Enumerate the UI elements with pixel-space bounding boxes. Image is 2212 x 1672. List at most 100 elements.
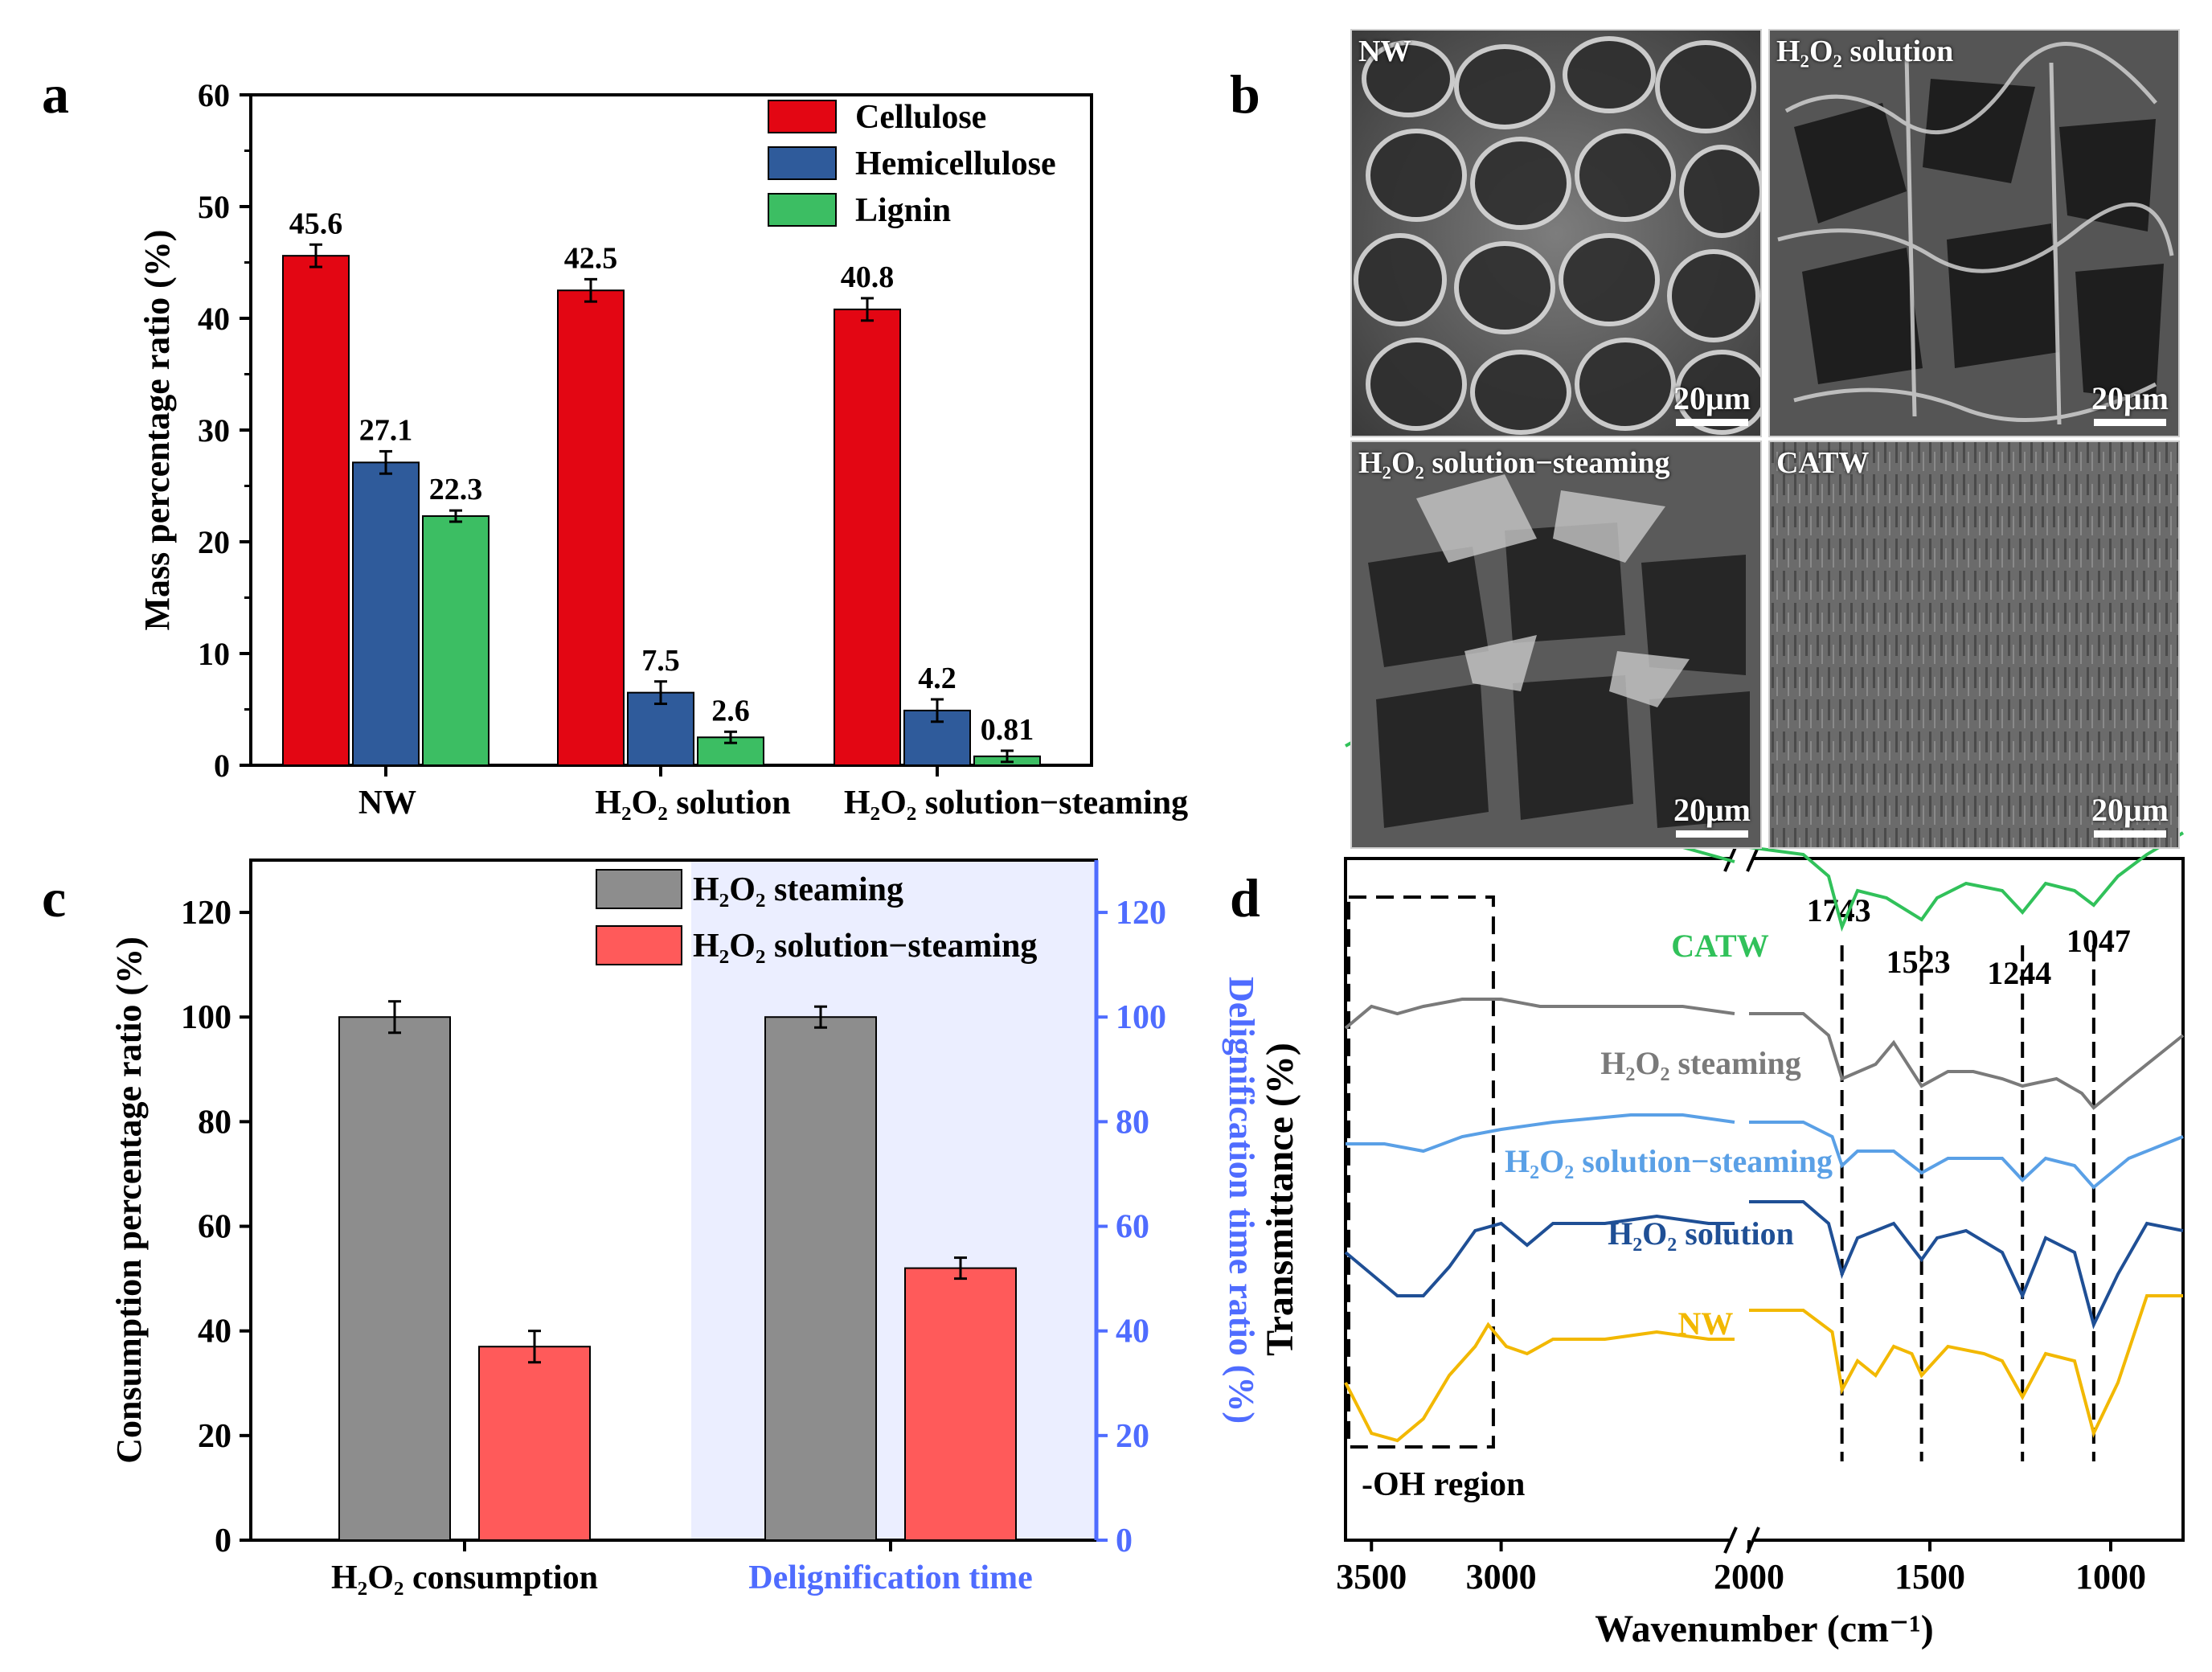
y-right-tick-label: 100 — [1116, 999, 1166, 1036]
oh-region-box — [1347, 895, 1495, 1449]
spectrum-h-o-solution-right — [1749, 1200, 2184, 1330]
x-tick-label-0: H₂O₂ consumption — [331, 1559, 598, 1596]
data-label-hemicellulose-1: 7.5 — [641, 644, 680, 678]
sem-label: CATW — [1776, 446, 1870, 480]
oh-region-label: -OH region — [1362, 1466, 1525, 1503]
data-label-lignin-1: 2.6 — [711, 694, 750, 727]
y-tick-label: 120 — [181, 895, 231, 932]
chart-c: 0 0 20 20 40 40 60 60 80 80 100 100 120 120 Consumptio… — [109, 859, 1261, 1596]
scale-bar-label: 20μm — [2091, 792, 2169, 828]
x-axis-title: Wavenumber (cm⁻¹) — [1595, 1608, 1933, 1650]
x-tick-label-0: NW — [358, 785, 416, 822]
y-right-tick-label: 20 — [1116, 1418, 1149, 1455]
axis-break-mark — [1746, 845, 1760, 872]
axis-break-mark — [1723, 1527, 1738, 1554]
legend-swatch-h-o-solution-steaming — [596, 925, 682, 965]
chart-d: 3500 3000 2000 1500 1000 Wavenumber (cm⁻¹) Tra… — [1259, 722, 2185, 1650]
x-tick-label: 3500 — [1336, 1557, 1407, 1596]
y-right-tick-label: 80 — [1116, 1104, 1149, 1141]
peak-label-1047: 1047 — [2067, 923, 2131, 959]
scale-bar-label: 20μm — [1673, 380, 1751, 416]
y-tick-label: 40 — [198, 1313, 231, 1350]
sem-label: H₂O₂ solution — [1776, 35, 1954, 68]
panel-letter-a: a — [42, 64, 69, 125]
spectrum-label-h-o-steaming: H₂O₂ steaming — [1600, 1045, 1801, 1081]
y-right-axis-title: Delignification time ratio (%) — [1222, 977, 1261, 1424]
x-tick-label: 1000 — [2075, 1557, 2146, 1596]
y-tick-label: 50 — [198, 189, 230, 225]
sem-label: H₂O₂ solution−steaming — [1358, 446, 1670, 480]
scale-bar-line — [2094, 830, 2166, 838]
spectrum-h-o-steaming-right — [1749, 1012, 2185, 1110]
y-right-tick-label: 0 — [1116, 1522, 1133, 1559]
peak-label-1523: 1523 — [1886, 944, 1951, 980]
sem-label: NW — [1358, 35, 1411, 68]
y-axis-title: Transmittance (%) — [1259, 1043, 1301, 1356]
x-tick-label-1: H₂O₂ solution — [595, 785, 790, 822]
y-tick-label: 40 — [198, 301, 230, 337]
x-tick-label-2: H₂O₂ solution−steaming — [844, 785, 1188, 822]
spectrum-label-catw: CATW — [1671, 928, 1768, 964]
x-tick-label: 1500 — [1895, 1557, 1965, 1596]
y-tick-label: 60 — [198, 77, 230, 113]
bar-hemicellulose-0 — [352, 461, 420, 766]
sem-image-h2o2-solution: H₂O₂ solution 20μm — [1768, 29, 2180, 437]
sem-image-catw: CATW 20μm — [1768, 441, 2180, 849]
legend-swatch-h-o-steaming — [596, 869, 682, 909]
x-tick-label-1: Delignification time — [748, 1559, 1032, 1596]
y-tick-label: 10 — [198, 636, 230, 672]
bar-cellulose-1 — [557, 289, 625, 766]
legend-label-lignin: Lignin — [855, 192, 951, 229]
y-axis-title: Consumption percentage ratio (%) — [109, 936, 149, 1463]
spectrum-nw-right — [1749, 1294, 2183, 1438]
spectrum-label-nw: NW — [1678, 1305, 1734, 1342]
data-label-lignin-0: 22.3 — [429, 473, 483, 506]
sem-texture — [1352, 31, 1760, 436]
legend-swatch-hemicellulose — [768, 146, 837, 180]
y-tick-label: 0 — [215, 1522, 231, 1559]
bar-cellulose-2 — [834, 308, 901, 766]
x-tick-label: 3000 — [1466, 1557, 1537, 1596]
y-tick-label: 30 — [198, 412, 230, 449]
scale-bar: 20μm — [2091, 791, 2169, 838]
legend-label-cellulose: Cellulose — [855, 99, 986, 136]
data-label-cellulose-1: 42.5 — [564, 241, 618, 275]
data-label-lignin-2: 0.81 — [981, 713, 1034, 747]
scale-bar: 20μm — [2091, 379, 2169, 426]
bar-cellulose-0 — [282, 255, 350, 767]
legend-label-hemicellulose: Hemicellulose — [855, 145, 1056, 182]
y-tick-label: 20 — [198, 1418, 231, 1455]
bar-h-o-solution-steaming-0 — [478, 1346, 591, 1541]
sem-texture — [1770, 31, 2178, 436]
peak-label-1244: 1244 — [1987, 955, 2051, 991]
scale-bar-line — [2094, 419, 2166, 426]
y-tick-label: 60 — [198, 1209, 231, 1246]
spectrum-h-o-steaming-left — [1344, 998, 1735, 1030]
scale-bar: 20μm — [1673, 791, 1751, 838]
spectrum-catw-right — [1748, 831, 2185, 932]
bar-h-o-solution-steaming-1 — [904, 1267, 1017, 1541]
panel-letter-b: b — [1230, 64, 1260, 125]
y-right-tick-label: 60 — [1116, 1209, 1149, 1246]
y-tick-label: 100 — [181, 999, 231, 1036]
scale-bar-label: 20μm — [2091, 380, 2169, 416]
sem-image-nw: NW 20μm — [1350, 29, 1762, 437]
spectrum-label-h-o-solution: H₂O₂ solution — [1608, 1215, 1794, 1252]
x-tick-label: 2000 — [1714, 1557, 1784, 1596]
spectrum-h-o-solution-left — [1344, 1214, 1735, 1297]
legend-label-h-o-steaming: H₂O₂ steaming — [693, 871, 903, 908]
bar-lignin-0 — [422, 515, 490, 767]
bar-h-o-steaming-1 — [764, 1016, 877, 1541]
legend-swatch-cellulose — [768, 100, 837, 133]
data-label-cellulose-0: 45.6 — [289, 207, 343, 240]
highlight-region — [691, 860, 1096, 1540]
y-right-tick-label: 40 — [1116, 1313, 1149, 1350]
y-tick-label: 20 — [198, 524, 230, 560]
spectrum-nw-left — [1344, 1322, 1735, 1443]
data-label-cellulose-2: 40.8 — [841, 260, 895, 294]
sem-texture — [1352, 442, 1760, 847]
spectrum-h-o-solution-steaming-right — [1749, 1121, 2184, 1190]
y-axis-title: Mass percentage ratio (%) — [137, 230, 177, 631]
scale-bar-line — [1676, 830, 1748, 838]
y-right-tick-label: 120 — [1116, 895, 1166, 932]
